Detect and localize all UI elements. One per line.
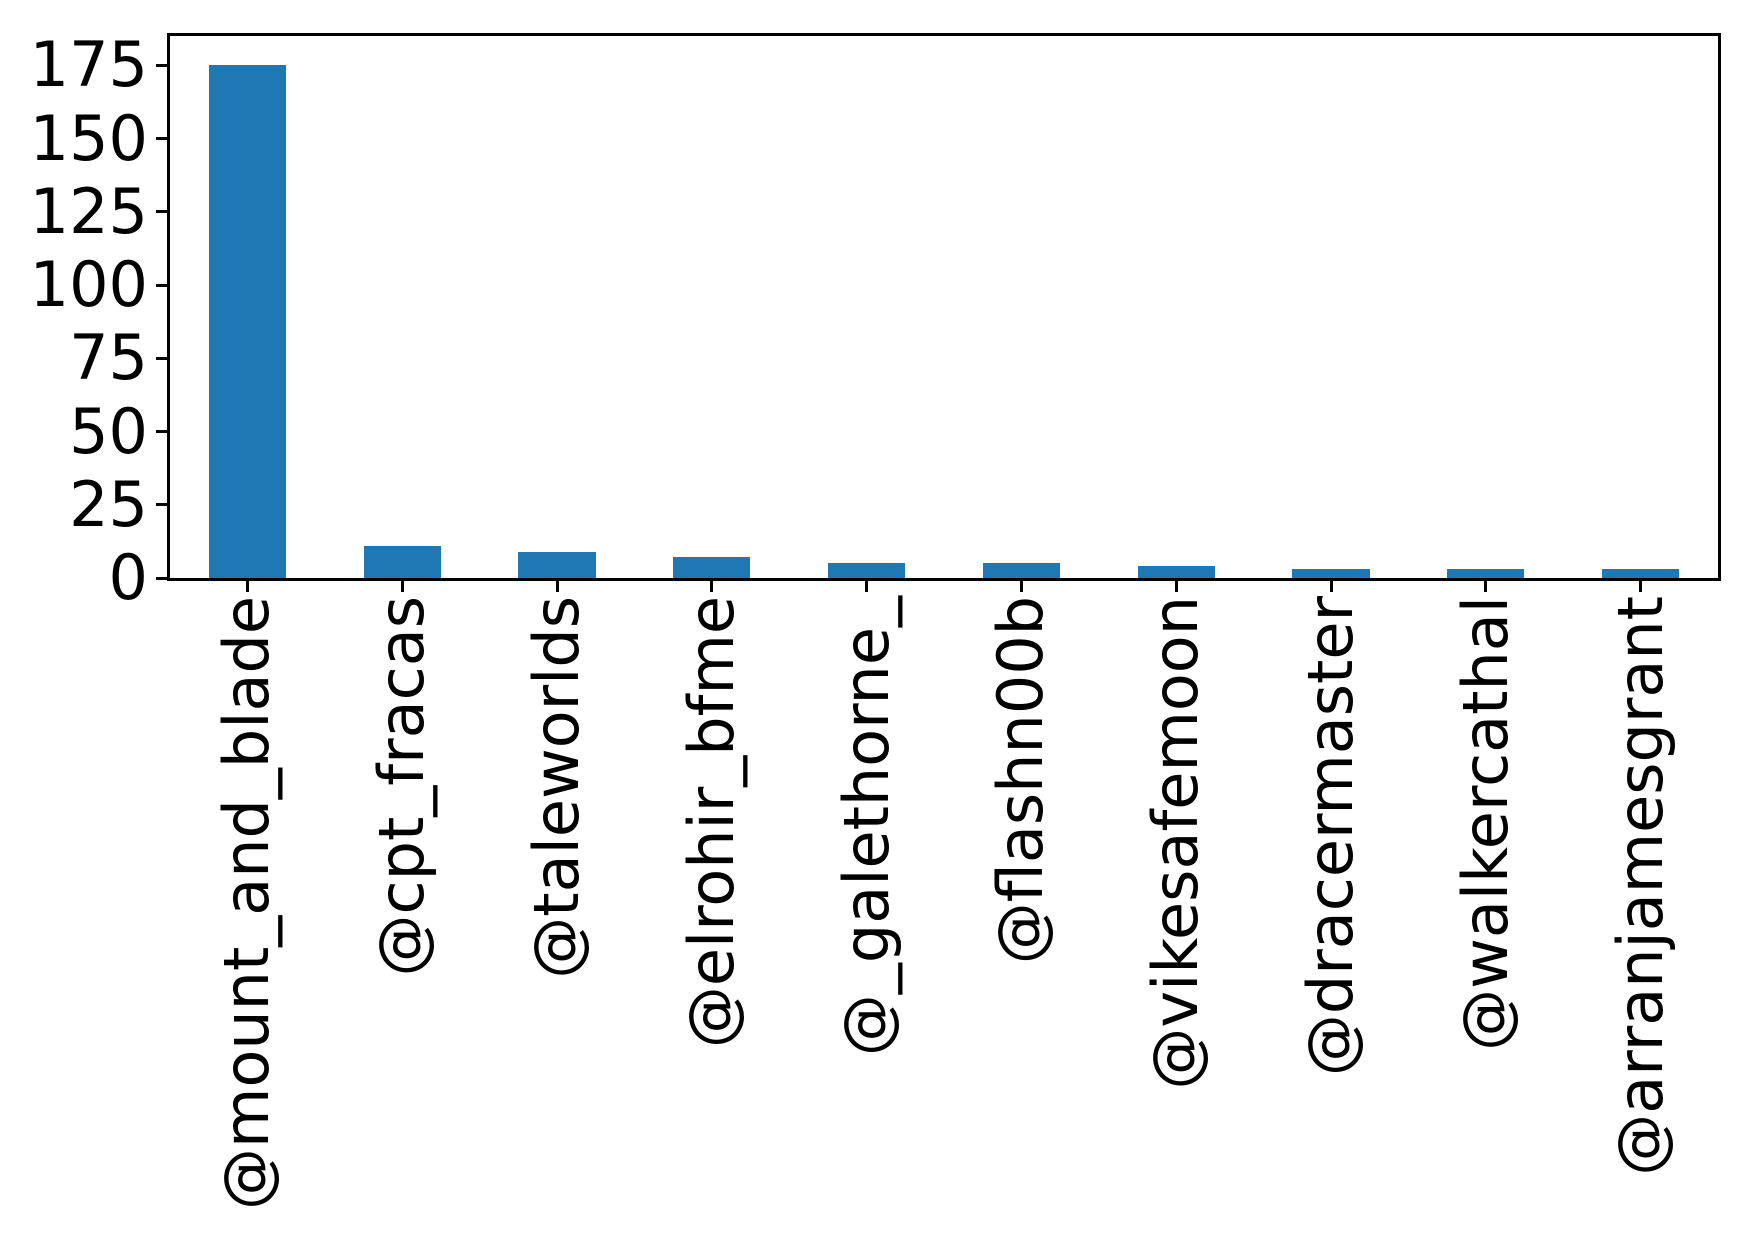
- x-tick-mark: [1174, 581, 1178, 592]
- x-tick-mark: [1329, 581, 1333, 592]
- x-tick-mark: [400, 581, 404, 592]
- top-spine: [167, 33, 1721, 36]
- x-tick-label: @mount_and_blade: [210, 596, 284, 1210]
- x-tick-label: @arranjamesgrant: [1603, 596, 1677, 1176]
- bar: [208, 65, 287, 578]
- x-tick-label: @cpt_fracas: [365, 596, 439, 977]
- bar: [1292, 569, 1370, 578]
- y-tick-mark: [156, 210, 167, 214]
- x-tick-mark: [865, 581, 869, 592]
- bar: [673, 557, 751, 578]
- bar: [827, 563, 906, 578]
- y-tick-label: 175: [29, 28, 148, 102]
- x-tick-mark: [710, 581, 714, 592]
- y-tick-mark: [156, 430, 167, 433]
- x-tick-mark: [555, 581, 559, 592]
- y-tick-label: 75: [69, 321, 148, 395]
- x-tick-label: @vikesafemoon: [1139, 596, 1213, 1090]
- y-tick-mark: [156, 503, 167, 507]
- y-tick-label: 100: [29, 248, 148, 322]
- bar: [1447, 569, 1525, 578]
- bar: [1601, 569, 1680, 578]
- x-tick-label: @taleworlds: [520, 596, 593, 979]
- y-tick-label: 150: [29, 101, 148, 175]
- x-tick-label: @elrohir_bfme: [674, 596, 748, 1049]
- x-tick-mark: [1639, 581, 1643, 592]
- bar: [982, 563, 1061, 578]
- x-tick-mark: [1019, 581, 1023, 592]
- bar: [1137, 566, 1215, 578]
- x-tick-label: @walkercathal: [1448, 596, 1522, 1051]
- y-tick-label: 25: [69, 467, 148, 541]
- x-tick-mark: [1484, 581, 1488, 592]
- bar: [363, 545, 441, 578]
- right-spine: [1718, 33, 1721, 581]
- y-tick-mark: [156, 283, 167, 287]
- y-tick-label: 50: [69, 394, 148, 468]
- left-spine: [167, 33, 170, 581]
- bar: [518, 551, 596, 578]
- y-tick-mark: [156, 137, 167, 141]
- x-tick-mark: [245, 581, 249, 592]
- y-tick-mark: [156, 63, 167, 67]
- y-tick-label: 0: [108, 541, 148, 614]
- y-tick-label: 125: [29, 174, 148, 248]
- x-tick-label: @_galethorne_: [829, 596, 903, 1057]
- x-tick-label: @dracermaster: [1294, 596, 1367, 1077]
- x-tick-label: @flashn00b: [984, 596, 1058, 965]
- x-axis-line: [167, 578, 1721, 581]
- y-tick-mark: [156, 356, 167, 360]
- y-tick-mark: [156, 576, 167, 580]
